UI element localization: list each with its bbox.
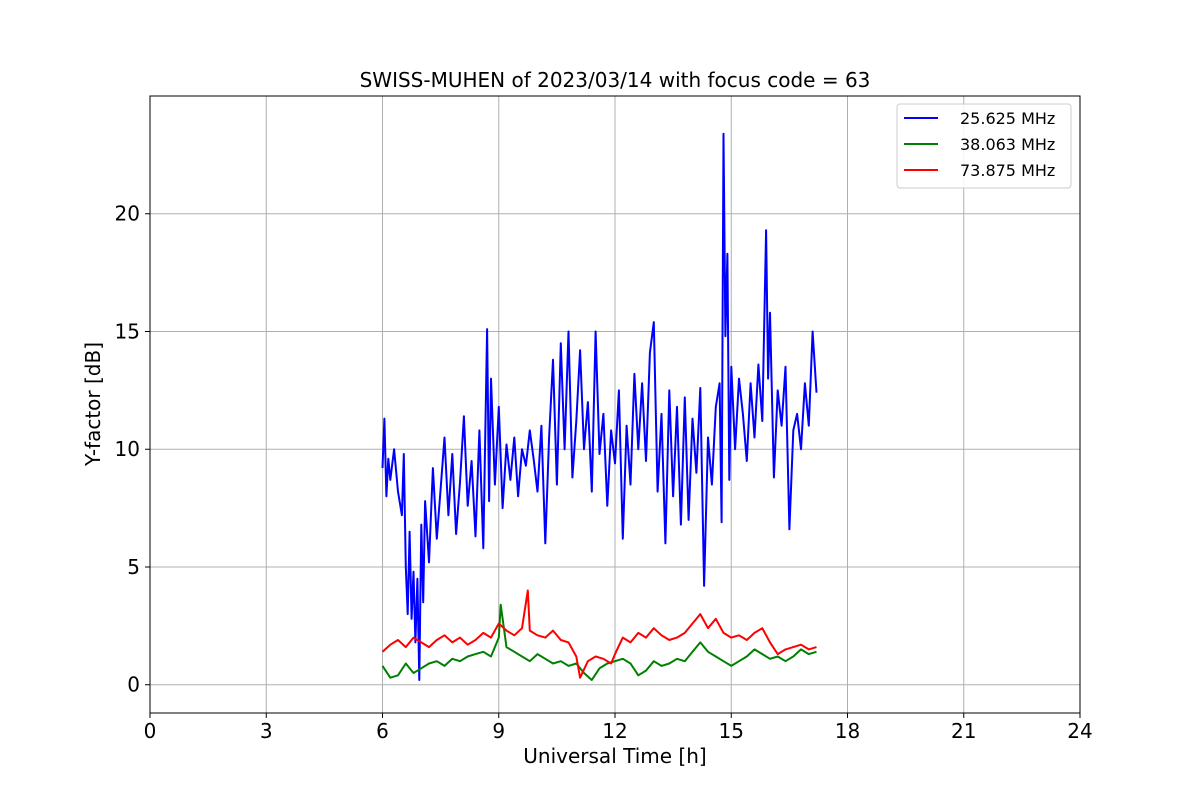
series-line-2 <box>381 589 817 679</box>
y-tick-label: 20 <box>115 202 140 226</box>
y-tick-label: 10 <box>115 437 140 461</box>
x-tick-label: 0 <box>144 719 157 743</box>
x-tick-label: 6 <box>376 719 389 743</box>
x-tick-label: 21 <box>951 719 976 743</box>
chart-title: SWISS-MUHEN of 2023/03/14 with focus cod… <box>360 68 871 92</box>
x-axis-label: Universal Time [h] <box>523 744 706 768</box>
legend: 25.625 MHz 38.063 MHz 73.875 MHz <box>896 103 1072 189</box>
x-tick-label: 24 <box>1067 719 1092 743</box>
legend-label: 73.875 MHz <box>960 161 1055 180</box>
axis-ticks: 0 3 6 9 12 15 18 21 24 0 5 10 15 20 <box>115 202 1093 743</box>
legend-box <box>896 103 1072 189</box>
series-line-0 <box>381 132 818 681</box>
x-tick-label: 15 <box>719 719 744 743</box>
legend-label: 25.625 MHz <box>960 109 1055 128</box>
y-tick-label: 5 <box>127 555 140 579</box>
series-line-1 <box>381 603 817 681</box>
x-tick-label: 12 <box>602 719 627 743</box>
x-tick-label: 3 <box>260 719 273 743</box>
y-tick-label: 0 <box>127 673 140 697</box>
y-axis-label: Y-factor [dB] <box>81 342 105 467</box>
x-tick-label: 9 <box>492 719 505 743</box>
y-tick-label: 15 <box>115 319 140 343</box>
series-lines <box>381 132 818 681</box>
legend-label: 38.063 MHz <box>960 135 1055 154</box>
x-tick-label: 18 <box>835 719 860 743</box>
